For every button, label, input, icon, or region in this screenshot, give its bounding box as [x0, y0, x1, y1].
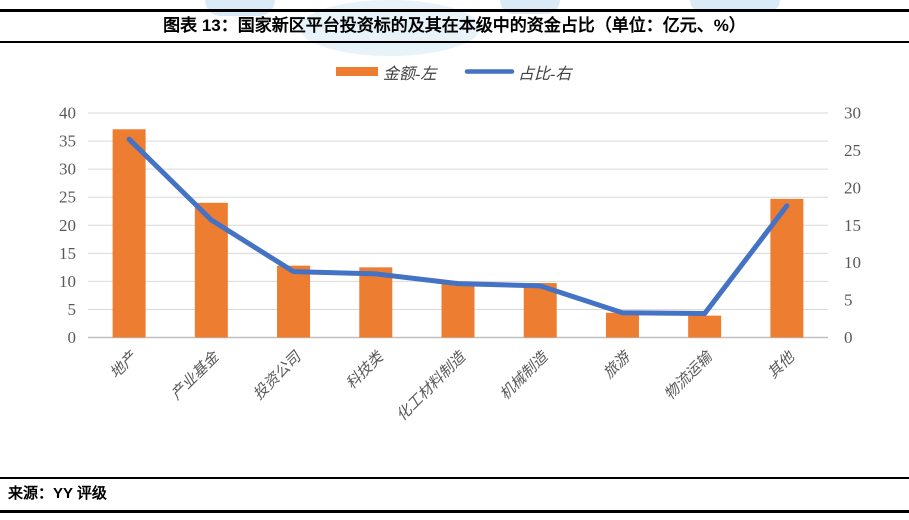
top-rule: [0, 9, 909, 12]
bar-机械制造: [523, 283, 557, 338]
right-axis-tick: 15: [844, 216, 861, 235]
category-label-科技类: 科技类: [343, 347, 388, 392]
bar-地产: [112, 129, 146, 338]
figure-title: 图表 13：国家新区平台投资标的及其在本级中的资金占比（单位：亿元、%）: [163, 16, 746, 35]
right-axis-tick: 0: [844, 328, 853, 347]
legend-bar-swatch: [336, 67, 378, 76]
footer-top-rule: [0, 477, 909, 479]
title-bottom-rule: [0, 41, 909, 43]
category-label-物流运输: 物流运输: [661, 347, 717, 403]
legend-bar-label: 金额-左: [383, 65, 438, 83]
bar-科技类: [359, 267, 393, 338]
left-axis-tick: 15: [59, 244, 76, 263]
category-label-机械制造: 机械制造: [497, 347, 553, 403]
right-axis-tick: 20: [844, 178, 861, 197]
ratio-line: [126, 136, 790, 317]
left-axis-tick: 20: [59, 216, 76, 235]
bar-产业基金: [194, 202, 228, 338]
left-axis-tick: 0: [68, 328, 77, 347]
bar-物流运输: [688, 315, 722, 338]
right-axis-tick: 25: [844, 141, 861, 160]
left-axis-tick: 30: [59, 160, 76, 179]
category-label-投资公司: 投资公司: [250, 347, 306, 403]
category-label-其他: 其他: [764, 347, 799, 382]
bar-化工材料制造: [441, 283, 475, 338]
bar-投资公司: [277, 265, 311, 338]
left-axis-tick: 5: [68, 300, 77, 319]
right-axis-tick: 30: [844, 104, 861, 123]
category-label-产业基金: 产业基金: [168, 347, 224, 403]
source-note: 来源：YY 评级: [8, 485, 107, 502]
legend-line-label: 占比-右: [518, 65, 573, 83]
left-axis-tick: 10: [59, 272, 76, 291]
category-label-化工材料制造: 化工材料制造: [393, 347, 470, 424]
bar-旅游: [605, 312, 639, 338]
left-axis-tick: 25: [59, 188, 76, 207]
watermark-blob: [205, 0, 275, 16]
chart-canvas: 0 5 10 15 20 25 30 35 40 0 5 10 15 20 25 30 地产 产业基金 投资公司 科技…: [59, 65, 861, 424]
right-axis-tick: 5: [844, 291, 853, 310]
bottom-rule: [0, 510, 909, 513]
right-axis-tick: 10: [844, 253, 861, 272]
left-axis-tick: 35: [59, 132, 76, 151]
category-label-地产: 地产: [107, 347, 142, 382]
left-axis-tick: 40: [59, 104, 76, 123]
category-label-旅游: 旅游: [600, 347, 635, 382]
